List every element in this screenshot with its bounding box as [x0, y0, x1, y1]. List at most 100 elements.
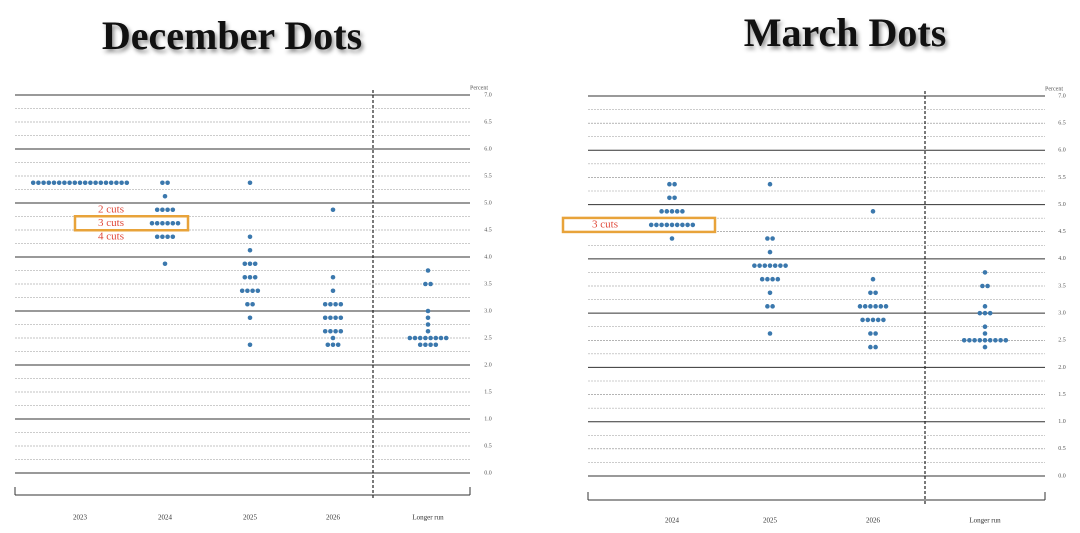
- dot: [333, 315, 338, 321]
- y-tick-label: 6.0: [1058, 148, 1066, 154]
- dot: [41, 180, 46, 186]
- dot: [165, 207, 170, 213]
- dot: [247, 274, 253, 280]
- dot: [252, 261, 258, 267]
- dot: [870, 276, 876, 282]
- dot: [659, 209, 664, 214]
- dot: [982, 324, 988, 330]
- x-tick-label: 2025: [763, 517, 778, 525]
- dot: [770, 276, 775, 282]
- dot: [982, 310, 988, 316]
- dot: [433, 335, 439, 341]
- dot: [868, 304, 873, 309]
- dot: [770, 236, 775, 241]
- x-tick-label: 2025: [243, 514, 258, 522]
- dot: [987, 310, 993, 316]
- dot: [428, 281, 433, 287]
- dot: [423, 342, 428, 348]
- dot: [328, 315, 333, 321]
- y-tick-label: 0.5: [484, 443, 492, 449]
- dot: [648, 222, 654, 228]
- y-tick-label: 1.5: [1058, 392, 1066, 398]
- dot: [247, 342, 253, 348]
- x-tick-label: 2026: [866, 517, 881, 525]
- dot: [980, 283, 985, 289]
- dot: [338, 315, 344, 321]
- dot: [674, 222, 680, 228]
- dot: [762, 263, 768, 268]
- dot: [162, 193, 168, 199]
- y-axis-label: Percent: [1045, 86, 1063, 92]
- dot: [160, 207, 165, 213]
- dot: [685, 222, 690, 228]
- dot: [664, 209, 670, 214]
- dot: [417, 335, 423, 341]
- dot: [98, 180, 104, 186]
- dot: [175, 220, 181, 226]
- dot: [425, 322, 431, 327]
- dot: [255, 288, 261, 294]
- dot: [325, 342, 331, 348]
- dot: [425, 328, 431, 334]
- dot: [428, 342, 433, 348]
- dot: [862, 304, 868, 309]
- y-tick-label: 5.0: [1058, 202, 1066, 208]
- dot: [883, 304, 889, 309]
- dot: [860, 317, 865, 323]
- dot: [160, 234, 165, 240]
- dot: [72, 180, 78, 186]
- dot: [88, 180, 93, 186]
- dot: [857, 304, 863, 309]
- dot: [759, 276, 765, 282]
- dot: [247, 261, 253, 267]
- dot: [330, 342, 336, 348]
- dot: [433, 342, 439, 348]
- dot: [865, 317, 871, 323]
- dot: [247, 247, 253, 253]
- dot: [654, 222, 659, 228]
- dot: [669, 236, 675, 241]
- dot: [93, 180, 98, 186]
- x-tick-label: 2024: [665, 517, 680, 525]
- dot: [985, 283, 990, 289]
- dot: [322, 301, 328, 307]
- dot: [765, 304, 770, 309]
- y-tick-label: 0.0: [484, 470, 492, 476]
- dot: [998, 337, 1003, 343]
- y-tick-label: 0.0: [1058, 473, 1066, 479]
- dot: [873, 290, 878, 296]
- dot: [62, 180, 67, 186]
- y-tick-label: 4.5: [1058, 229, 1066, 235]
- annotation: 4 cuts: [98, 230, 124, 242]
- dot: [868, 290, 873, 296]
- dot: [245, 288, 250, 294]
- dot: [669, 209, 675, 214]
- dot: [993, 337, 998, 343]
- x-tick-label: 2023: [73, 514, 88, 522]
- dot: [160, 180, 165, 186]
- y-tick-label: 5.5: [1058, 175, 1066, 181]
- dot: [335, 342, 341, 348]
- y-tick-label: 6.5: [484, 119, 492, 125]
- y-tick-label: 4.5: [484, 227, 492, 233]
- dot: [330, 335, 336, 341]
- y-tick-label: 3.5: [1058, 283, 1066, 289]
- y-axis-label: Percent: [470, 85, 488, 91]
- dot: [124, 180, 130, 186]
- dot: [322, 315, 328, 321]
- dot: [170, 234, 176, 240]
- dot: [30, 180, 36, 186]
- dot: [428, 335, 433, 341]
- y-tick-label: 6.0: [484, 146, 492, 152]
- dot: [77, 180, 83, 186]
- dot: [330, 207, 336, 213]
- y-tick-label: 1.0: [1058, 419, 1066, 425]
- y-tick-label: 2.5: [484, 335, 492, 341]
- dot: [328, 328, 333, 334]
- dot: [425, 308, 431, 314]
- dot: [664, 222, 670, 228]
- dot: [170, 220, 176, 226]
- dot: [425, 268, 431, 273]
- dot: [443, 335, 449, 341]
- dot: [165, 220, 170, 226]
